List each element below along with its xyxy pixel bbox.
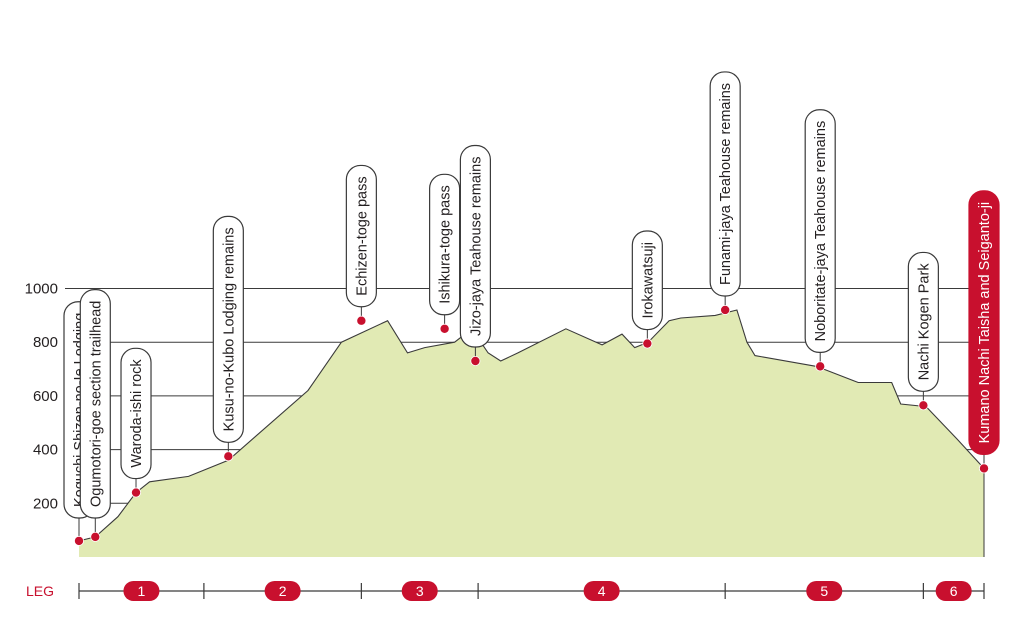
leg-number: 1 bbox=[138, 583, 146, 599]
leg-badge bbox=[264, 581, 301, 601]
leg-title: LEG bbox=[26, 583, 54, 599]
y-tick-label: 400 bbox=[33, 442, 58, 459]
elevation-line bbox=[78, 309, 985, 542]
waypoint-label-pill bbox=[709, 71, 741, 297]
leg-badge bbox=[401, 581, 438, 601]
waypoint-label: Jizo-jaya Teahouse remains bbox=[468, 157, 484, 336]
waypoint-label: Ishikura-toge pass bbox=[438, 185, 454, 303]
waypoint-label-pill bbox=[631, 230, 663, 331]
leg-badge bbox=[806, 581, 843, 601]
waypoint-label: Kusu-no-Kubo Lodging remains bbox=[221, 227, 237, 431]
waypoint-label-pill bbox=[804, 109, 836, 353]
waypoint-label-pill bbox=[459, 144, 491, 348]
waypoint-label-pill bbox=[79, 289, 111, 519]
waypoint-label: Noboritate-jaya Teahouse remains bbox=[813, 121, 829, 342]
waypoint-marker bbox=[356, 315, 367, 326]
area-layer bbox=[78, 309, 985, 557]
y-tick-label: 600 bbox=[33, 388, 58, 405]
waypoint-label: Nachi Kogen Park bbox=[916, 263, 932, 381]
waypoint-marker bbox=[131, 487, 142, 498]
waypoint-marker bbox=[470, 355, 481, 366]
leg-number: 2 bbox=[279, 583, 287, 599]
y-tick-label: 1000 bbox=[25, 281, 58, 298]
y-tick-label: 200 bbox=[33, 495, 58, 512]
leg-number: 4 bbox=[598, 583, 606, 599]
waypoint-label: Echizen-toge pass bbox=[354, 176, 370, 295]
destination-label-pill bbox=[968, 190, 1000, 455]
waypoint-marker bbox=[815, 361, 826, 372]
waypoint-marker bbox=[979, 463, 990, 474]
label-layer: Koguchi Shizen-no-Ie LodgingOgumotori-go… bbox=[63, 71, 1000, 519]
waypoint-label-pill bbox=[212, 215, 244, 443]
marker-layer bbox=[74, 304, 990, 546]
waypoint-label-pill bbox=[345, 164, 377, 308]
leg-number: 3 bbox=[416, 583, 424, 599]
waypoint-marker bbox=[90, 531, 101, 542]
leg-badge bbox=[935, 581, 972, 601]
waypoint-label: Irokawatsuji bbox=[640, 242, 656, 319]
waypoint-marker bbox=[74, 535, 85, 546]
leg-track: LEG 1 2 3 4 5 6 bbox=[26, 581, 985, 601]
leg-badge bbox=[583, 581, 620, 601]
leg-number: 6 bbox=[950, 583, 958, 599]
waypoint-marker bbox=[642, 338, 653, 349]
waypoint-label-pill bbox=[429, 173, 461, 316]
waypoint-marker bbox=[223, 451, 234, 462]
leg-number: 5 bbox=[820, 583, 828, 599]
waypoint-marker bbox=[918, 400, 929, 411]
waypoint-label: Funami-jaya Teahouse remains bbox=[718, 83, 734, 285]
waypoint-label: Kumano Nachi Taisha and Seiganto-ji bbox=[977, 202, 993, 444]
waypoint-label-pill bbox=[120, 347, 152, 480]
waypoint-marker bbox=[720, 304, 731, 315]
waypoint-label-pill bbox=[907, 251, 939, 392]
waypoint-label: Waroda-ishi rock bbox=[129, 359, 145, 468]
leg-badge bbox=[123, 581, 160, 601]
waypoint-marker bbox=[439, 323, 450, 334]
waypoint-label: Ogumotori-goe section trailhead bbox=[88, 301, 104, 507]
elevation-area bbox=[79, 310, 984, 557]
y-tick-label: 800 bbox=[33, 334, 58, 351]
